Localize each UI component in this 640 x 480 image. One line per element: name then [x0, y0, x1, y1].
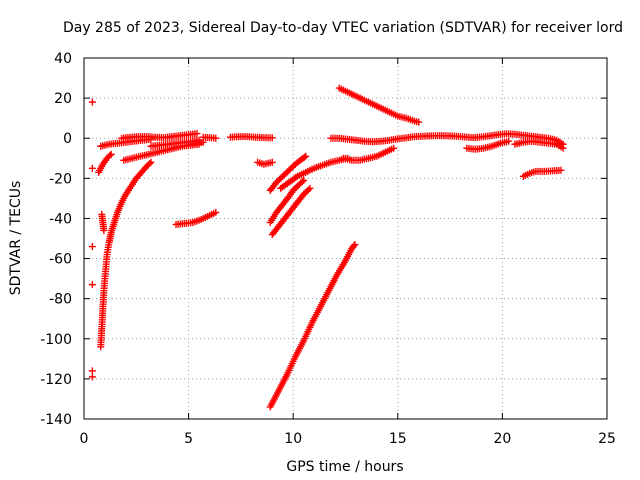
data-point — [557, 166, 565, 174]
y-tick-label: -120 — [40, 372, 72, 388]
data-point — [268, 134, 276, 142]
data-point — [88, 243, 96, 251]
data-point — [300, 153, 308, 161]
data-point — [559, 144, 567, 152]
y-tick-label: -80 — [49, 292, 72, 308]
data-point — [193, 130, 201, 138]
data-point — [147, 158, 155, 166]
data-point — [146, 160, 154, 168]
x-tick-label: 15 — [389, 431, 407, 447]
y-tick-label: -60 — [49, 252, 72, 268]
x-tick-label: 25 — [598, 431, 616, 447]
data-point — [298, 178, 306, 186]
y-tick-label: 40 — [54, 51, 72, 67]
data-point — [212, 134, 220, 142]
data-point — [88, 98, 96, 106]
data-point — [106, 152, 114, 160]
data-point — [304, 186, 312, 194]
y-tick-label: -100 — [40, 332, 72, 348]
data-point — [88, 164, 96, 172]
data-point — [300, 176, 308, 184]
data-point — [88, 281, 96, 289]
data-point — [212, 208, 220, 216]
data-point — [268, 158, 276, 166]
x-tick-label: 20 — [493, 431, 511, 447]
data-point — [100, 226, 108, 234]
x-axis-title: GPS time / hours — [286, 459, 403, 475]
data-point — [284, 194, 292, 202]
x-tick-label: 10 — [284, 431, 302, 447]
data-point — [107, 150, 115, 158]
x-tick-label: 5 — [184, 431, 193, 447]
data-point — [88, 367, 96, 375]
data-point — [415, 118, 423, 126]
data-point — [350, 242, 358, 250]
x-tick-label: 0 — [80, 431, 89, 447]
y-tick-label: 0 — [63, 131, 72, 147]
y-tick-labels: -140 -120 -100 -80 -60 -40 -20 0 20 40 — [40, 51, 72, 428]
data-point — [302, 152, 310, 160]
x-tick-labels: 0 5 10 15 20 25 — [80, 431, 616, 447]
data-point — [505, 137, 513, 145]
data-points — [88, 84, 567, 411]
plot-frame — [83, 57, 608, 420]
grid-lines — [84, 58, 607, 419]
y-axis-title: SDTVAR / TECUs — [8, 181, 24, 296]
data-point — [390, 144, 398, 152]
data-point — [351, 241, 359, 249]
y-tick-label: -20 — [49, 171, 72, 187]
y-tick-label: -40 — [49, 211, 72, 227]
data-point — [306, 184, 314, 192]
y-tick-label: -140 — [40, 412, 72, 428]
chart-title: Day 285 of 2023, Sidereal Day-to-day VTE… — [63, 20, 623, 36]
axis-ticks — [83, 57, 608, 420]
y-tick-label: 20 — [54, 91, 72, 107]
data-point — [88, 373, 96, 381]
